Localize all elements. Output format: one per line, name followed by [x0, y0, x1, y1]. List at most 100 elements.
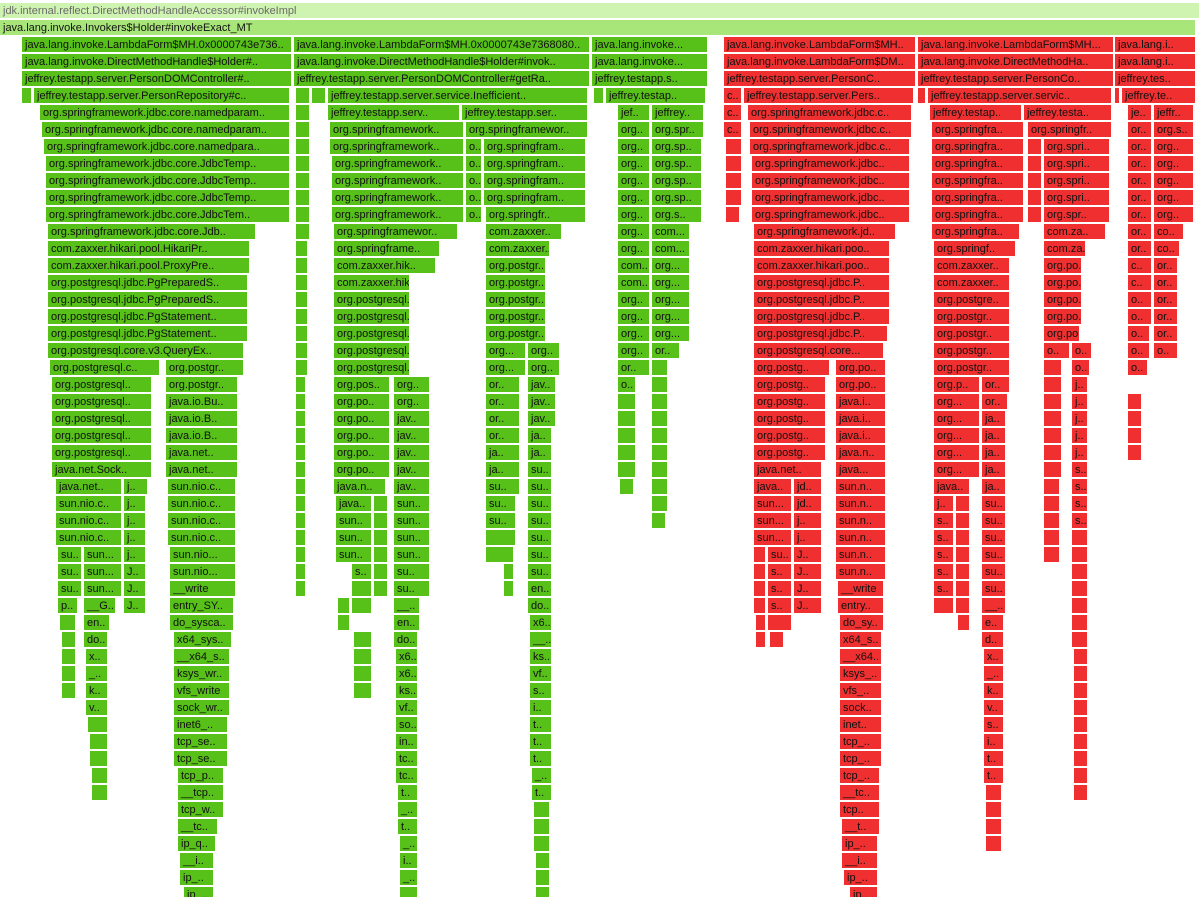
stack-frame[interactable]: o..	[1128, 326, 1150, 342]
stack-frame[interactable]: vf..	[396, 700, 418, 716]
stack-frame[interactable]	[90, 734, 108, 750]
stack-frame[interactable]: sun...	[84, 564, 122, 580]
stack-frame[interactable]: i..	[530, 700, 552, 716]
stack-frame[interactable]: su..	[982, 513, 1006, 529]
stack-frame[interactable]: __..	[530, 632, 552, 648]
stack-frame[interactable]: org.postgresql..	[52, 428, 152, 444]
stack-frame[interactable]: su..	[486, 496, 516, 512]
stack-frame[interactable]	[1044, 479, 1060, 495]
stack-frame[interactable]	[296, 173, 310, 189]
stack-frame[interactable]: c..	[724, 88, 742, 104]
stack-frame[interactable]: org.po..	[334, 394, 390, 410]
stack-frame[interactable]: o..	[1128, 343, 1150, 359]
stack-frame[interactable]: jav..	[394, 445, 430, 461]
stack-frame[interactable]	[62, 683, 76, 699]
stack-frame[interactable]: or..	[1128, 173, 1152, 189]
stack-frame[interactable]: su..	[528, 513, 552, 529]
stack-frame[interactable]: org.pos..	[334, 377, 390, 393]
stack-frame[interactable]: java.lang.i..	[1115, 54, 1196, 70]
stack-frame[interactable]: _..	[400, 870, 418, 886]
stack-frame[interactable]: org.springframework..	[332, 190, 464, 206]
stack-frame[interactable]: _..	[984, 666, 1004, 682]
stack-frame[interactable]: org...	[934, 428, 980, 444]
stack-frame[interactable]: jeffrey.testapp.server.PersonDOMControll…	[294, 71, 590, 87]
stack-frame[interactable]: t..	[398, 819, 418, 835]
stack-frame[interactable]: sun.n..	[836, 564, 886, 580]
stack-frame[interactable]: t..	[530, 717, 552, 733]
stack-frame[interactable]: org.springframework.jdbc.core.JdbcTem..	[46, 207, 290, 223]
stack-frame[interactable]: org.postgresql.jdbc.PgStatement..	[48, 309, 248, 325]
stack-frame[interactable]: org.postgresql..	[334, 326, 410, 342]
stack-frame[interactable]: __G..	[84, 598, 116, 614]
stack-frame[interactable]	[88, 717, 108, 733]
stack-frame[interactable]	[354, 683, 372, 699]
stack-frame[interactable]: J..	[794, 564, 822, 580]
stack-frame[interactable]: s..	[1072, 513, 1088, 529]
stack-frame[interactable]: o..	[618, 377, 636, 393]
stack-frame[interactable]	[296, 326, 308, 342]
stack-frame[interactable]: org.po..	[334, 411, 390, 427]
stack-frame[interactable]: ks..	[396, 683, 418, 699]
stack-frame[interactable]: org...	[652, 309, 690, 325]
stack-frame[interactable]: org.springframework.jdbc.c..	[750, 139, 910, 155]
stack-frame[interactable]: or..	[652, 343, 680, 359]
stack-frame[interactable]: com.zaxxer.hik..	[334, 275, 410, 291]
stack-frame[interactable]: org..	[1154, 156, 1194, 172]
stack-frame[interactable]: x64_s..	[840, 632, 882, 648]
stack-frame[interactable]	[620, 479, 634, 495]
stack-frame[interactable]: tcp_..	[840, 768, 880, 784]
stack-frame[interactable]	[536, 870, 550, 886]
stack-frame[interactable]: su..	[58, 547, 82, 563]
stack-frame[interactable]: sock..	[840, 700, 882, 716]
stack-frame[interactable]	[652, 428, 668, 444]
stack-frame[interactable]: su..	[982, 496, 1006, 512]
stack-frame[interactable]: org.postgre..	[934, 292, 1010, 308]
stack-frame[interactable]	[92, 785, 108, 801]
stack-frame[interactable]: co..	[1154, 224, 1184, 240]
stack-frame[interactable]: com.zaxxer.hikari.poo..	[754, 258, 890, 274]
stack-frame[interactable]	[652, 445, 668, 461]
stack-frame[interactable]: org..	[1154, 190, 1194, 206]
stack-frame[interactable]: jeffrey.te..	[1122, 88, 1196, 104]
stack-frame[interactable]: org.springfr..	[486, 207, 586, 223]
stack-frame[interactable]: J..	[794, 581, 822, 597]
stack-frame[interactable]	[1028, 139, 1042, 155]
stack-frame[interactable]: ja..	[982, 462, 1006, 478]
stack-frame[interactable]	[296, 513, 306, 529]
stack-frame[interactable]: java.lang.invoke.DirectMethodHandle$Hold…	[22, 54, 292, 70]
stack-frame[interactable]: org.postgresql.core.v3.QueryEx..	[48, 343, 244, 359]
stack-frame[interactable]: do..	[528, 598, 552, 614]
stack-frame[interactable]: i..	[400, 853, 418, 869]
stack-frame[interactable]: org.spr..	[1044, 207, 1110, 223]
stack-frame[interactable]: org..	[618, 122, 650, 138]
stack-frame[interactable]: org...	[652, 275, 690, 291]
stack-frame[interactable]: java.io.Bu..	[166, 394, 238, 410]
stack-frame[interactable]: java.lang.i..	[1115, 37, 1196, 53]
stack-frame[interactable]: java.lang.invoke.LambdaForm$MH..	[724, 37, 916, 53]
stack-frame[interactable]	[296, 258, 308, 274]
stack-frame[interactable]: org..	[618, 326, 650, 342]
stack-frame[interactable]: org.sp..	[652, 190, 702, 206]
stack-frame[interactable]: ksys_wr..	[174, 666, 230, 682]
stack-frame[interactable]: org.postgr..	[934, 360, 1010, 376]
stack-frame[interactable]	[956, 547, 970, 563]
stack-frame[interactable]	[956, 530, 970, 546]
stack-frame[interactable]: entry..	[838, 598, 884, 614]
stack-frame[interactable]: __t..	[842, 819, 880, 835]
stack-frame[interactable]: org.postgr..	[934, 343, 1010, 359]
stack-frame[interactable]: org...	[486, 360, 526, 376]
stack-frame[interactable]	[986, 785, 1002, 801]
stack-frame[interactable]: com.za..	[1044, 241, 1086, 257]
stack-frame[interactable]: __x64..	[840, 649, 882, 665]
stack-frame[interactable]	[354, 632, 372, 648]
frame-root[interactable]: jdk.internal.reflect.DirectMethodHandleA…	[0, 3, 1200, 19]
stack-frame[interactable]: tc..	[396, 751, 418, 767]
stack-frame[interactable]: com.zaxxer.hik..	[334, 258, 436, 274]
stack-frame[interactable]: org.postgr..	[934, 326, 1010, 342]
stack-frame[interactable]: org..	[1154, 173, 1194, 189]
stack-frame[interactable]: org...	[652, 326, 690, 342]
stack-frame[interactable]: _..	[86, 666, 108, 682]
stack-frame[interactable]: vf..	[530, 666, 552, 682]
stack-frame[interactable]	[296, 462, 306, 478]
stack-frame[interactable]	[754, 598, 766, 614]
